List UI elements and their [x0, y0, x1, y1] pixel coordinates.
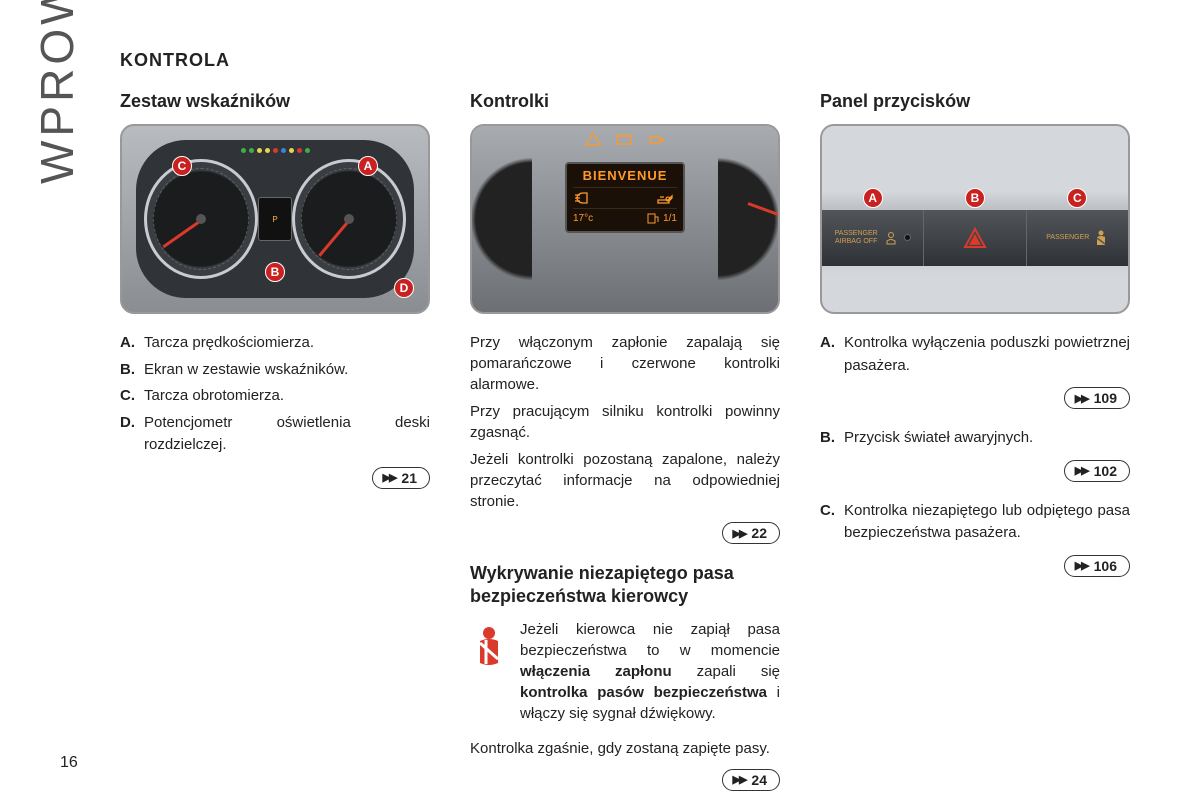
def-label: C. [820, 500, 844, 545]
page-ref: ▶▶ 21 [120, 467, 430, 489]
sidebar-vertical-title: WPROWADZENIE [30, 0, 84, 184]
page-ref-number: 106 [1094, 558, 1117, 574]
seatbelt-small-icon [1094, 229, 1108, 247]
col3-heading: Panel przycisków [820, 91, 1130, 112]
chevron-icon: ▶▶ [1075, 392, 1088, 405]
col1-definition-list: A.Tarcza prędkościomierza. B.Ekran w zes… [120, 332, 430, 457]
engine-icon [647, 132, 665, 146]
battery-icon [615, 132, 633, 146]
headlight-icon [573, 191, 591, 205]
page-ref-number: 24 [751, 772, 767, 788]
callout-marker-b: B [965, 188, 985, 208]
callout-marker-c: C [1067, 188, 1087, 208]
page-number: 16 [60, 754, 78, 772]
cluster-mini-display: P [258, 197, 292, 241]
seatbelt-paragraph: Jeżeli kierowca nie zapiął pasa bezpiecz… [520, 619, 780, 724]
page-ref-number: 102 [1094, 463, 1117, 479]
speedometer-gauge [292, 159, 406, 279]
def-text: Potencjometr oświetlenia deski rozdzielc… [144, 412, 430, 457]
page-ref: ▶▶ 106 [820, 555, 1130, 577]
page-ref-number: 109 [1094, 390, 1117, 406]
col3-definition-list: A.Kontrolka wyłączenia poduszki powietrz… [820, 332, 1130, 377]
section-title: KONTROLA [120, 50, 1130, 71]
def-label: C. [120, 385, 144, 408]
def-label: B. [120, 359, 144, 382]
fuel-pump-icon [646, 212, 660, 224]
chevron-icon: ▶▶ [1075, 464, 1088, 477]
tachometer-gauge [144, 159, 258, 279]
def-label: D. [120, 412, 144, 457]
def-text: Kontrolka wyłączenia poduszki powietrzne… [844, 332, 1130, 377]
lcd-title: BIENVENUE [573, 168, 677, 183]
def-text: Tarcza obrotomierza. [144, 385, 430, 408]
seatbelt-warning-icon [470, 623, 508, 730]
seatbelt-after-paragraph: Kontrolka zgaśnie, gdy zostaną zapięte p… [470, 738, 780, 759]
col1-heading: Zestaw wskaźników [120, 91, 430, 112]
page-ref: ▶▶ 102 [820, 460, 1130, 482]
def-label: A. [820, 332, 844, 377]
figure-button-panel: PASSENGER AIRBAG OFF A B PASS [820, 124, 1130, 314]
cluster-lcd-display: BIENVENUE 17°c 1/1 [565, 162, 685, 233]
page-ref: ▶▶ 109 [820, 387, 1130, 409]
callout-marker-c: C [172, 156, 192, 176]
def-text: Tarcza prędkościomierza. [144, 332, 430, 355]
chevron-icon: ▶▶ [733, 527, 746, 540]
def-label: B. [820, 427, 844, 450]
airbag-off-icon [883, 230, 899, 246]
hazard-lights-button[interactable]: B [924, 210, 1026, 266]
indicator-led-row [136, 148, 414, 153]
figure-instrument-panel: P A B C D [120, 124, 430, 314]
col2-subheading: Wykrywanie niezapiętego pasa bezpieczeńs… [470, 562, 780, 609]
def-text: Ekran w zestawie wskaźników. [144, 359, 430, 382]
airbag-off-indicator: PASSENGER AIRBAG OFF A [822, 210, 924, 266]
col3-definition-list: B.Przycisk świateł awaryjnych. [820, 427, 1130, 450]
page-ref: ▶▶ 22 [470, 522, 780, 544]
callout-marker-b: B [265, 262, 285, 282]
page-ref-number: 22 [751, 525, 767, 541]
chevron-icon: ▶▶ [733, 773, 746, 786]
page-ref: ▶▶ 24 [470, 769, 780, 791]
callout-marker-a: A [358, 156, 378, 176]
col2-paragraph: Jeżeli kontrolki pozostaną zapalone, nal… [470, 449, 780, 512]
chevron-icon: ▶▶ [383, 471, 396, 484]
hazard-triangle-icon [963, 226, 987, 250]
col3-definition-list: C.Kontrolka niezapiętego lub odpiętego p… [820, 500, 1130, 545]
def-label: A. [120, 332, 144, 355]
col2-paragraph: Przy pracującym silniku kontrolki powinn… [470, 401, 780, 443]
page-ref-number: 21 [401, 470, 417, 486]
top-warning-icon-row [472, 132, 778, 146]
warning-triangle-icon [585, 132, 601, 146]
figure-warning-lights: BIENVENUE 17°c 1/1 [470, 124, 780, 314]
col2-heading: Kontrolki [470, 91, 780, 112]
callout-marker-a: A [863, 188, 883, 208]
oil-can-icon [655, 191, 677, 205]
col2-paragraph: Przy włączonym zapłonie zapalają się pom… [470, 332, 780, 395]
def-text: Kontrolka niezapiętego lub odpiętego pas… [844, 500, 1130, 545]
lcd-temperature: 17°c [573, 213, 593, 224]
chevron-icon: ▶▶ [1075, 559, 1088, 572]
lcd-fuel-level: 1/1 [663, 213, 677, 224]
def-text: Przycisk świateł awaryjnych. [844, 427, 1130, 450]
callout-marker-d: D [394, 278, 414, 298]
passenger-seatbelt-indicator: PASSENGER C [1027, 210, 1128, 266]
